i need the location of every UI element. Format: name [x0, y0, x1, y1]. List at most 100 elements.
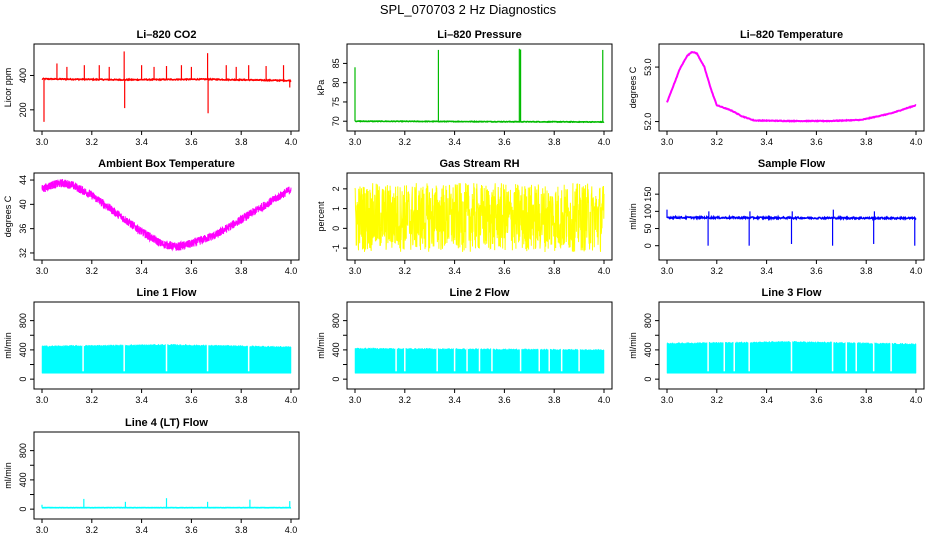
- x-tick-label: 3.0: [36, 525, 49, 535]
- x-tick-label: 3.0: [36, 395, 49, 405]
- chart-line1-flow: Line 1 Flow ml/min 3.0 3.2 3.4 3.6 3.8 4.0 0 400 8…: [3, 287, 300, 405]
- y-tick-label: 40: [18, 199, 28, 209]
- x-tick-label: 3.0: [661, 137, 674, 147]
- x-tick-label: 3.4: [448, 266, 461, 276]
- series-line: [666, 51, 917, 123]
- chart-title: Li–820 CO2: [137, 29, 197, 41]
- x-tick-label: 4.0: [910, 137, 923, 147]
- y-tick-label: 0: [331, 226, 341, 231]
- x-tick-label: 3.6: [498, 266, 511, 276]
- y-axis-label: degrees C: [3, 195, 13, 237]
- y-tick-label: 800: [18, 313, 28, 328]
- y-tick-label: 32: [18, 248, 28, 258]
- x-tick-label: 3.2: [711, 395, 724, 405]
- chart-title: Li–820 Temperature: [740, 29, 843, 41]
- y-tick-label: 400: [331, 342, 341, 357]
- y-axis-label: ml/min: [316, 332, 326, 359]
- x-tick-label: 3.2: [399, 266, 412, 276]
- y-tick-label: 0: [643, 377, 653, 382]
- x-tick-label: 3.4: [760, 266, 773, 276]
- page-title: SPL_070703 2 Hz Diagnostics: [379, 2, 557, 17]
- x-tick-label: 3.6: [185, 137, 198, 147]
- y-tick-label: 150: [643, 187, 653, 202]
- x-tick-label: 4.0: [598, 266, 611, 276]
- x-tick-label: 3.4: [135, 525, 148, 535]
- x-tick-label: 4.0: [910, 395, 923, 405]
- y-tick-label: 36: [18, 224, 28, 234]
- plot-frame: [346, 172, 613, 261]
- chart-pressure: Li–820 Pressure kPa 3.0 3.2 3.4 3.6 3.8 4.0 70 75…: [316, 29, 613, 147]
- x-tick-label: 3.8: [235, 266, 248, 276]
- x-tick-label: 3.8: [235, 395, 248, 405]
- x-tick-label: 3.2: [86, 137, 99, 147]
- chart-title: Line 2 Flow: [450, 287, 510, 299]
- x-tick-label: 3.8: [235, 525, 248, 535]
- plot-frame: [658, 172, 925, 261]
- chart-gas-rh: Gas Stream RH percent 3.0 3.2 3.4 3.6 3.8 4.0 -1…: [316, 158, 613, 276]
- y-tick-label: 800: [18, 443, 28, 458]
- x-tick-label: 3.2: [399, 137, 412, 147]
- chart-ambient-temp: Ambient Box Temperature degrees C 3.0 3.2 3.…: [3, 158, 300, 276]
- y-tick-label: 75: [331, 97, 341, 107]
- x-tick-label: 3.0: [36, 266, 49, 276]
- plot-frame: [658, 43, 925, 132]
- x-tick-label: 3.6: [810, 266, 823, 276]
- y-tick-label: 800: [331, 313, 341, 328]
- chart-co2: Li–820 CO2 Licor ppm 3.0 3.2 3.4 3.6 3.8 4.0 200…: [3, 29, 300, 147]
- y-axis-label: percent: [316, 201, 326, 232]
- y-tick-label: 44: [18, 175, 28, 185]
- chart-title: Line 4 (LT) Flow: [125, 417, 208, 429]
- y-tick-label: 80: [331, 78, 341, 88]
- y-tick-label: 53.0: [643, 58, 653, 76]
- x-tick-label: 3.6: [810, 395, 823, 405]
- x-tick-label: 3.4: [135, 266, 148, 276]
- series-line: [41, 178, 292, 252]
- x-tick-label: 3.4: [135, 137, 148, 147]
- y-axis-label: degrees C: [628, 66, 638, 108]
- chart-title: Sample Flow: [758, 158, 826, 170]
- x-tick-label: 4.0: [285, 137, 298, 147]
- x-tick-label: 3.8: [860, 137, 873, 147]
- chart-title: Li–820 Pressure: [437, 29, 521, 41]
- x-tick-label: 3.8: [548, 395, 561, 405]
- y-tick-label: 800: [643, 313, 653, 328]
- y-tick-label: 0: [331, 377, 341, 382]
- series-line: [354, 119, 605, 124]
- y-tick-label: 400: [18, 472, 28, 487]
- y-tick-label: 85: [331, 58, 341, 68]
- x-tick-label: 3.0: [349, 266, 362, 276]
- y-axis-label: ml/min: [3, 332, 13, 359]
- y-tick-label: 400: [18, 342, 28, 357]
- y-axis-label: ml/min: [3, 462, 13, 489]
- x-tick-label: 3.0: [349, 137, 362, 147]
- x-tick-label: 3.2: [711, 266, 724, 276]
- x-tick-label: 3.4: [448, 137, 461, 147]
- chart-line4-flow: Line 4 (LT) Flow ml/min 3.0 3.2 3.4 3.6 3.8 4.0…: [3, 417, 300, 535]
- y-axis-label: ml/min: [628, 332, 638, 359]
- x-tick-label: 3.6: [498, 137, 511, 147]
- y-tick-label: 1: [331, 206, 341, 211]
- x-tick-label: 3.0: [661, 395, 674, 405]
- y-tick-label: 50: [643, 224, 653, 234]
- y-tick-label: 200: [18, 102, 28, 117]
- x-tick-label: 4.0: [285, 395, 298, 405]
- y-tick-label: 400: [643, 342, 653, 357]
- plot-frame: [346, 43, 613, 132]
- x-tick-label: 3.6: [185, 395, 198, 405]
- x-tick-label: 4.0: [285, 266, 298, 276]
- x-tick-label: 3.0: [349, 395, 362, 405]
- y-axis-label: ml/min: [628, 203, 638, 230]
- y-tick-label: 0: [643, 243, 653, 248]
- x-tick-label: 3.4: [135, 395, 148, 405]
- x-tick-label: 3.8: [548, 266, 561, 276]
- chart-licor-temp: Li–820 Temperature degrees C 3.0 3.2 3.4 3.6 3…: [628, 29, 925, 147]
- x-tick-label: 3.2: [399, 395, 412, 405]
- plot-frame: [33, 172, 300, 261]
- x-tick-label: 3.2: [86, 395, 99, 405]
- x-tick-label: 3.8: [548, 137, 561, 147]
- x-tick-label: 3.2: [711, 137, 724, 147]
- x-tick-label: 3.8: [860, 266, 873, 276]
- x-tick-label: 4.0: [285, 525, 298, 535]
- y-tick-label: 2: [331, 186, 341, 191]
- x-tick-label: 3.4: [448, 395, 461, 405]
